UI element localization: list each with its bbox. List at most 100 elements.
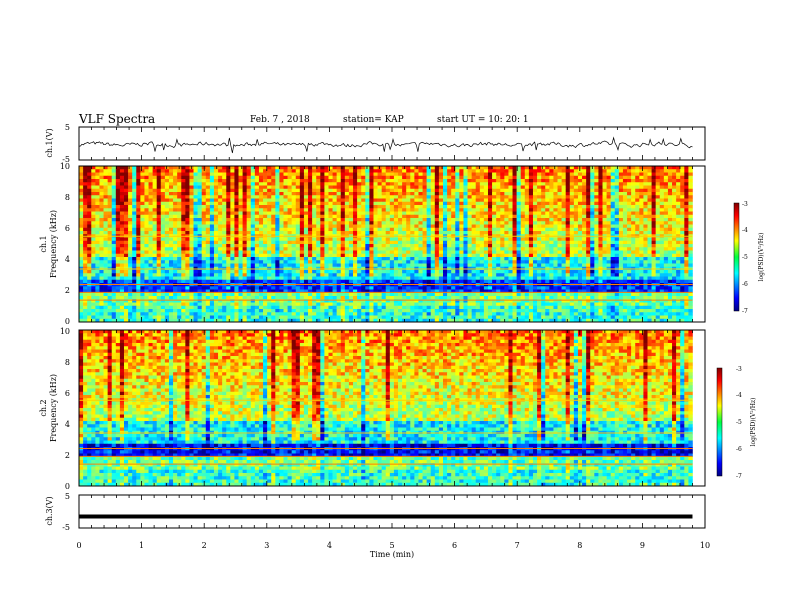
ch1-spec-cell — [205, 263, 211, 268]
ch1-spec-cell — [95, 263, 100, 268]
ch1-spec-cell — [487, 253, 493, 258]
ch1-spec-cell — [369, 201, 374, 206]
ch1-spec-cell — [144, 201, 149, 206]
ch1-spec-cell — [369, 198, 374, 203]
ch1-spec-cell — [463, 221, 468, 225]
ch1-spec-cell — [353, 257, 358, 261]
ch1-spec-cell — [520, 218, 526, 222]
ch1-spec-cell — [434, 211, 440, 216]
ch1-spec-cell — [287, 166, 292, 170]
ch1-spec-cell — [684, 205, 689, 209]
ch1-spec-cell — [426, 244, 432, 248]
ch1-spec-cell — [336, 224, 342, 229]
ch1-spec-cell — [295, 214, 301, 219]
ch1-spec-cell — [258, 224, 264, 229]
ch1-spec-cell — [365, 260, 370, 264]
ch1-spec-cell — [602, 237, 607, 242]
ch1-spec-cell — [451, 218, 456, 222]
ch1-spec-cell — [688, 169, 693, 173]
ch1-spec-cell — [123, 227, 129, 232]
ch1-spec-cell — [532, 257, 538, 261]
ch1-spec-cell — [218, 221, 223, 225]
ch1-spec-cell — [373, 172, 378, 177]
ch1-spec-cell — [398, 211, 403, 216]
ch1-spec-cell — [610, 166, 616, 170]
ch1-spec-cell — [287, 179, 292, 183]
ch1-spec-cell — [303, 244, 309, 248]
ch1-spec-cell — [128, 195, 133, 199]
ch1-spec-cell — [455, 250, 460, 255]
ch1-spec-cell — [565, 188, 571, 193]
ch1-spec-cell — [83, 172, 88, 177]
ch1-spec-cell — [406, 182, 411, 186]
ch1-spec-cell — [324, 195, 329, 199]
ch1-spec-cell — [181, 247, 186, 251]
ch1-spec-cell — [651, 211, 656, 216]
ch1-spec-cell — [287, 201, 292, 206]
ch1-spec-cell — [189, 192, 194, 196]
ch1-spec-cell — [667, 270, 673, 274]
ch1-spec-cell — [213, 270, 219, 274]
ch1-spec-cell — [639, 260, 644, 264]
ch1-spec-cell — [144, 192, 149, 196]
ch1-spec-cell — [524, 247, 530, 251]
ch1-spec-cell — [377, 244, 382, 248]
ch1-spec-cell — [267, 253, 272, 258]
ch1-spec-cell — [443, 263, 448, 268]
ch1-spec-cell — [132, 201, 137, 206]
ch1-spec-cell — [500, 166, 505, 170]
ch1-spec-cell — [152, 237, 158, 242]
ch1-spec-cell — [119, 260, 125, 264]
ch1-spec-cell — [254, 195, 260, 199]
ch1-spec-cell — [299, 208, 305, 212]
ch1-spec-cell — [631, 263, 636, 268]
ch1-spec-cell — [496, 192, 501, 196]
ch1-spec-cell — [209, 188, 215, 193]
ch1-spec-cell — [234, 231, 239, 235]
ch1-spec-cell — [275, 169, 280, 173]
ch1-spec-cell — [516, 250, 522, 255]
ch1-spec-cell — [496, 253, 501, 258]
ch1-spec-cell — [226, 227, 231, 232]
ch1-spec-cell — [414, 231, 419, 235]
ch1-spec-cell — [312, 166, 317, 170]
ch1-spec-cell — [553, 250, 558, 255]
ch1-spec-cell — [197, 218, 202, 222]
ch1-spec-cell — [622, 205, 628, 209]
ch1-spec-cell — [680, 166, 685, 170]
ch1-spec-cell — [365, 218, 370, 222]
ch1-spec-cell — [618, 253, 624, 258]
ch1-spec-cell — [667, 260, 673, 264]
ch1-spec-cell — [663, 205, 669, 209]
ch1-spec-cell — [107, 208, 113, 212]
ch1-spec-cell — [348, 227, 354, 232]
ch1-spec-cell — [336, 179, 342, 183]
ch1-spec-cell — [385, 221, 391, 225]
ch1-spec-cell — [463, 260, 468, 264]
ch1-spec-cell — [512, 270, 517, 274]
ch1-spec-cell — [275, 208, 280, 212]
ch1-spec-cell — [361, 182, 366, 186]
ch1-spec-cell — [406, 208, 411, 212]
ch1-spec-cell — [463, 208, 468, 212]
ch1-spec-cell — [586, 172, 591, 177]
ch1-spec-cell — [508, 231, 513, 235]
ch1-spec-cell — [434, 253, 440, 258]
ch1-spec-cell — [655, 227, 661, 232]
ch1-spec-cell — [316, 192, 321, 196]
ch1-spec-cell — [528, 195, 534, 199]
ch1-spec-cell — [291, 253, 297, 258]
ch1-spec-cell — [361, 192, 366, 196]
ch1-spec-cell — [426, 250, 432, 255]
ch1-spec-cell — [250, 247, 256, 251]
ch1-spec-cell — [234, 211, 239, 216]
ch1-spec-cell — [336, 214, 342, 219]
ch1-spec-cell — [83, 198, 88, 203]
ch1-spec-cell — [573, 208, 579, 212]
ch1-spec-cell — [651, 247, 656, 251]
ch1-spec-cell — [181, 179, 186, 183]
ch1-spec-cell — [95, 247, 100, 251]
ch1-spec-cell — [406, 195, 411, 199]
ch1-spec-cell — [447, 211, 452, 216]
ch1-spec-cell — [328, 224, 333, 229]
